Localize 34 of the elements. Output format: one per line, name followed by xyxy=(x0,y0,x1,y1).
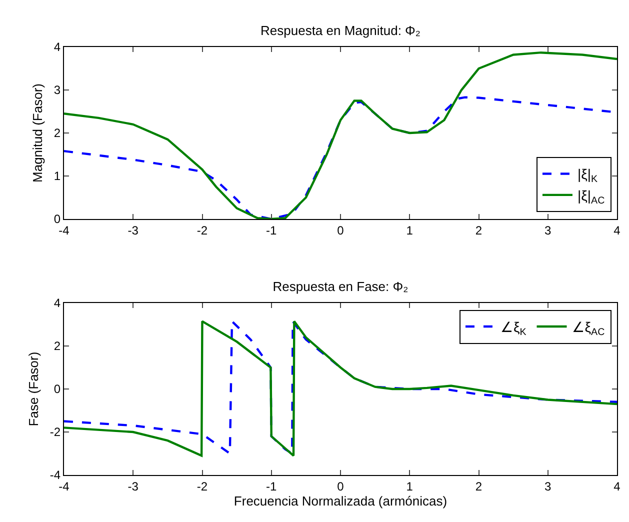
x-tick-label: 3 xyxy=(544,223,552,238)
x-tick-label: 3 xyxy=(544,479,552,494)
x-tick-label: -2 xyxy=(196,223,208,238)
x-tick-label: -2 xyxy=(196,479,208,494)
y-tick-label: 2 xyxy=(54,126,61,140)
x-tick-label: 2 xyxy=(475,223,482,238)
x-tick-label: -1 xyxy=(266,223,278,238)
legend-label: |ξ|$_{K}$ xyxy=(577,166,598,186)
y-tick-label: 0 xyxy=(54,212,61,226)
x-tick-label: 4 xyxy=(614,223,621,238)
y-tick-label: 1 xyxy=(54,169,61,184)
y-tick-label: 4 xyxy=(54,296,61,310)
x-tick-label: 4 xyxy=(614,479,621,494)
line-series xyxy=(64,51,617,219)
y-axis-title: Fase (Fasor) xyxy=(26,352,41,426)
x-tick-label: 2 xyxy=(475,479,482,494)
x-tick-label: -3 xyxy=(128,479,139,494)
y-tick-label: 4 xyxy=(54,40,61,54)
x-axis-title: Frecuencia Normalizada (armónicas) xyxy=(234,493,448,508)
y-tick-label: 2 xyxy=(54,339,61,354)
x-tick-label: 0 xyxy=(337,223,344,238)
y-tick-label: 0 xyxy=(54,382,61,396)
x-tick-label: -3 xyxy=(128,223,139,238)
x-tick-label: -1 xyxy=(266,479,278,494)
chart-title: Respuesta en Magnitud: Φ₂ xyxy=(260,23,420,38)
x-tick-label: 0 xyxy=(337,479,344,494)
chart-title: Respuesta en Fase: Φ₂ xyxy=(272,279,408,294)
y-tick-label: 3 xyxy=(54,83,61,98)
y-axis-title: Magnitud (Fasor) xyxy=(30,84,45,182)
legend-label: ∠ξ$_{K}$ xyxy=(500,318,527,338)
x-tick-label: 1 xyxy=(406,223,414,238)
y-tick-label: -4 xyxy=(50,468,61,482)
x-tick-label: 1 xyxy=(406,479,414,494)
y-tick-label: -2 xyxy=(50,425,61,440)
